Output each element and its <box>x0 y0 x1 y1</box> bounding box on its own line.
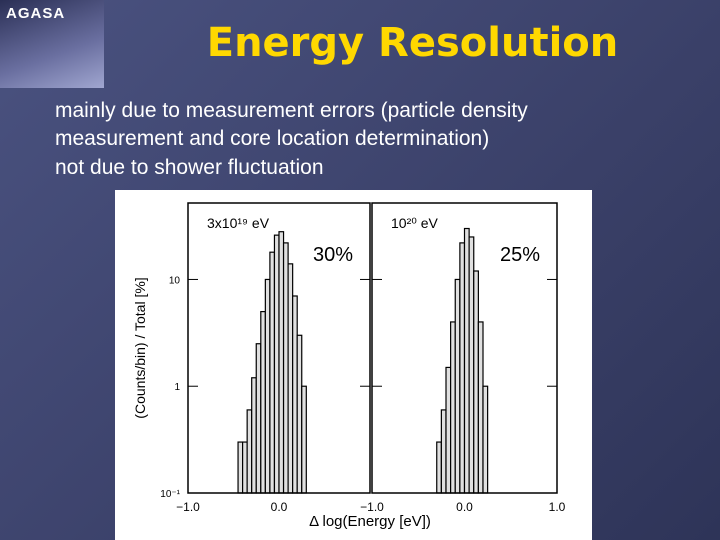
histogram-bar <box>264 278 271 494</box>
histogram-bar <box>273 234 280 494</box>
y-tick-label: 10 <box>169 275 181 286</box>
histogram-bar <box>237 441 244 494</box>
panel-label: 3x10¹⁹ eV <box>207 215 270 231</box>
histogram-bar <box>445 366 452 494</box>
histogram-bar <box>473 270 479 494</box>
histogram-bar <box>255 343 262 494</box>
histogram-bar <box>292 295 298 494</box>
histogram-bar <box>287 263 294 494</box>
histogram-bar <box>278 231 285 494</box>
x-tick-label: 0.0 <box>271 500 288 514</box>
x-tick-label: −1.0 <box>176 500 200 514</box>
y-axis-label: (Counts/bin) / Total [%] <box>132 277 148 418</box>
histogram-bar <box>242 441 248 494</box>
histogram-bar <box>440 409 447 494</box>
histogram-bar <box>269 251 276 494</box>
y-tick-label: 1 <box>174 382 180 393</box>
x-tick-label: −1.0 <box>360 500 384 514</box>
body-line: mainly due to measurement errors (partic… <box>55 99 528 122</box>
histogram-bar <box>459 242 466 494</box>
histogram-bar <box>450 321 456 494</box>
histogram-bar <box>454 278 461 494</box>
histogram-bar <box>463 227 470 494</box>
panel-label: 10²⁰ eV <box>391 215 439 231</box>
y-tick-label: 10⁻¹ <box>160 489 180 500</box>
body-line: measurement and core location determinat… <box>55 127 490 150</box>
histogram-bar <box>477 321 484 494</box>
histogram-bar <box>296 334 303 494</box>
panel-annotation: 30% <box>313 244 353 266</box>
logo: AGASA <box>0 0 104 88</box>
x-tick-label: 1.0 <box>549 500 566 514</box>
histogram-bar <box>282 242 289 494</box>
logo-text: AGASA <box>6 5 66 22</box>
title: Energy Resolution <box>206 20 619 66</box>
histogram-bar <box>436 441 442 494</box>
histogram-bar <box>246 409 253 494</box>
x-tick-label: 0.0 <box>456 500 473 514</box>
figure-background <box>115 190 592 540</box>
histogram-bar <box>482 385 489 494</box>
x-axis-label: Δ log(Energy [eV]) <box>309 513 431 530</box>
histogram-bar <box>301 385 307 494</box>
histogram-bar <box>260 310 266 494</box>
histogram-bar <box>251 377 257 494</box>
body-line: not due to shower fluctuation <box>55 156 324 179</box>
panel-annotation: 25% <box>500 244 540 266</box>
histogram-bar <box>468 236 475 494</box>
